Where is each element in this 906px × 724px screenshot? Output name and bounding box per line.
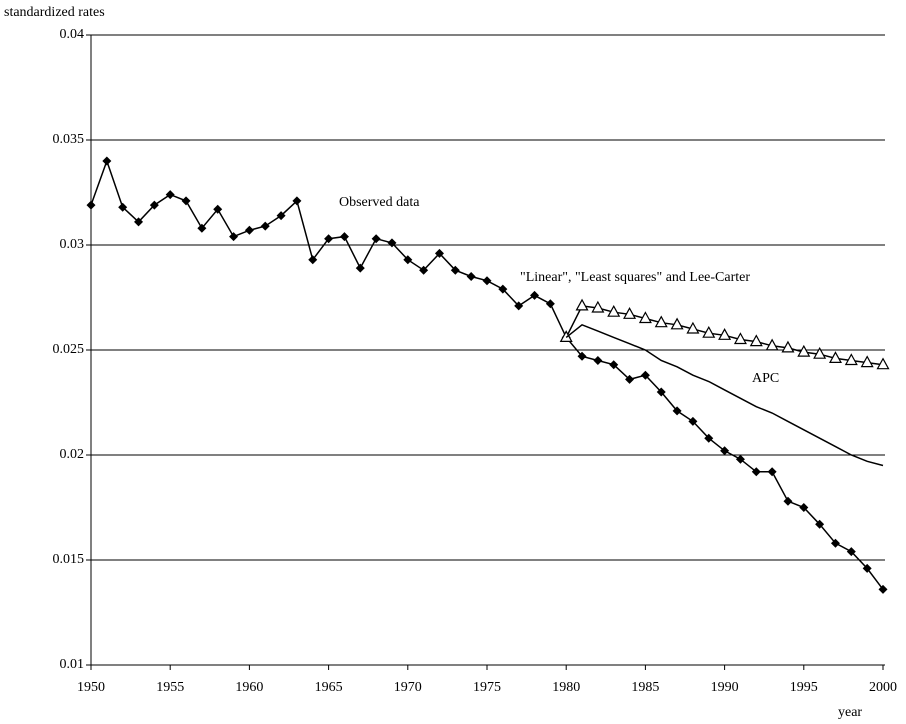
triangle-marker [765, 338, 779, 351]
triangle-marker [638, 311, 652, 324]
diamond-marker [577, 351, 587, 361]
diamond-marker [260, 221, 270, 231]
diamond-marker [213, 204, 223, 214]
diamond-marker [704, 433, 714, 443]
diamond-marker [371, 234, 381, 244]
diamond-marker [545, 299, 555, 309]
diamond-marker [783, 496, 793, 506]
diamond-marker [609, 360, 619, 370]
diamond-marker [134, 217, 144, 227]
triangle-marker [607, 304, 621, 317]
series-label: APC [752, 371, 779, 386]
diamond-marker [181, 196, 191, 206]
diamond-marker [846, 547, 856, 557]
diamond-marker [308, 255, 318, 265]
diamond-marker [514, 301, 524, 311]
triangle-marker [860, 355, 874, 368]
x-tick-label: 1990 [711, 680, 739, 695]
diamond-marker [276, 211, 286, 221]
triangle-marker [781, 340, 795, 353]
diamond-marker [244, 225, 254, 235]
y-tick-label: 0.03 [60, 237, 85, 252]
triangle-marker [876, 357, 890, 370]
diamond-marker [672, 406, 682, 416]
x-tick-label: 1955 [156, 680, 184, 695]
diamond-marker [419, 265, 429, 275]
triangle-marker [654, 315, 668, 328]
x-tick-label: 1970 [394, 680, 422, 695]
y-tick-label: 0.01 [60, 657, 85, 672]
diamond-marker [466, 272, 476, 281]
x-tick-label: 1980 [552, 680, 580, 695]
diamond-marker [751, 467, 761, 477]
diamond-marker [625, 374, 635, 384]
y-axis-label: standardized rates [4, 5, 105, 20]
series-line [565, 323, 884, 467]
diamond-marker [735, 454, 745, 464]
series-label: Observed data [339, 195, 420, 210]
diamond-marker [118, 202, 128, 212]
diamond-marker [688, 416, 698, 426]
triangle-marker [559, 330, 573, 342]
x-tick-label: 1985 [631, 680, 659, 695]
triangle-marker [623, 307, 637, 319]
y-tick-label: 0.035 [53, 132, 85, 147]
diamond-marker [450, 265, 460, 275]
y-tick-label: 0.015 [53, 552, 85, 567]
x-tick-label: 1960 [235, 680, 263, 695]
triangle-marker [813, 346, 827, 359]
diamond-marker [640, 370, 650, 380]
diamond-marker [799, 503, 809, 512]
triangle-marker [702, 325, 716, 338]
diamond-marker [482, 276, 492, 286]
triangle-marker [670, 317, 684, 330]
diamond-marker [767, 467, 777, 477]
diamond-marker [593, 356, 603, 365]
triangle-marker [591, 300, 605, 313]
diamond-marker [720, 446, 730, 456]
diamond-marker [434, 248, 444, 258]
diamond-marker [102, 156, 112, 166]
triangle-marker [686, 321, 700, 334]
diamond-marker [530, 290, 540, 300]
diamond-marker [403, 255, 413, 265]
triangle-marker [844, 353, 858, 366]
diamond-marker [830, 538, 840, 548]
triangle-marker [828, 351, 842, 363]
triangle-marker [718, 328, 732, 340]
triangle-marker [575, 298, 589, 311]
diamond-marker [656, 387, 666, 397]
x-tick-label: 1965 [315, 680, 343, 695]
diamond-marker [197, 223, 207, 233]
diamond-marker [324, 234, 334, 244]
series-label: "Linear", "Least squares" and Lee-Carter [520, 270, 750, 285]
diamond-marker [815, 519, 825, 529]
triangle-marker [797, 344, 811, 357]
y-tick-label: 0.02 [60, 447, 85, 462]
diamond-marker [292, 196, 302, 206]
diamond-marker [498, 284, 508, 294]
diamond-marker [878, 584, 888, 594]
x-axis-label: year [838, 705, 862, 720]
diamond-marker [355, 263, 365, 273]
triangle-marker [733, 332, 747, 345]
diamond-marker [86, 200, 96, 210]
x-tick-label: 1975 [473, 680, 501, 695]
diamond-marker [862, 563, 872, 573]
diamond-marker [149, 200, 159, 210]
x-tick-label: 2000 [869, 680, 897, 695]
diamond-marker [229, 232, 239, 242]
diamond-marker [339, 232, 349, 242]
x-tick-label: 1995 [790, 680, 818, 695]
y-tick-label: 0.025 [53, 342, 85, 357]
diamond-marker [387, 238, 397, 248]
x-tick-label: 1950 [77, 680, 105, 695]
y-tick-label: 0.04 [60, 27, 85, 42]
diamond-marker [165, 190, 175, 200]
triangle-marker [749, 334, 763, 347]
